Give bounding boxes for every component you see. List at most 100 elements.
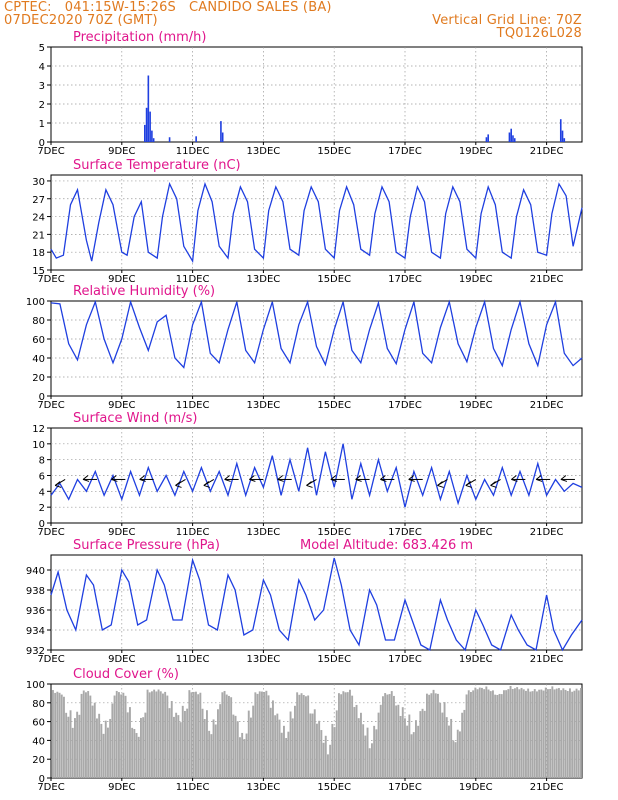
rh-ytick-label: 80 [32, 316, 45, 327]
cloud-bar [197, 694, 200, 778]
cloud-bar [426, 693, 428, 778]
wind-arrow-head [355, 475, 362, 482]
cloud-bar [553, 689, 556, 778]
cloud-bar [399, 715, 402, 778]
cloud-bar [133, 729, 136, 778]
cloud-bar [82, 690, 85, 778]
cloud-bar [342, 691, 345, 778]
precip-bar [563, 138, 566, 142]
cloud-bar [560, 690, 563, 778]
cloud-bar [395, 705, 398, 778]
cloud-bar [190, 692, 193, 778]
cloud-bar [228, 695, 230, 778]
rh-xtick-label: 9DEC [108, 400, 135, 411]
precip-bar [510, 128, 512, 142]
cloud-title: Cloud Cover (%) [73, 667, 179, 682]
pres-note: Model Altitude: 683.426 m [300, 538, 473, 553]
cloud-bar [558, 688, 560, 778]
wind-arrow-head [249, 475, 256, 482]
cloud-bar [340, 694, 343, 778]
pres-ytick-label: 940 [26, 566, 45, 577]
cloud-bar [415, 720, 417, 778]
cloud-bar [203, 719, 206, 778]
temp-line [50, 181, 583, 264]
cloud-bar [52, 690, 54, 778]
cloud-bar [148, 692, 151, 778]
wind-arrow-head [465, 481, 472, 488]
precip-bar [144, 124, 146, 142]
precip-bar [559, 119, 562, 142]
cloud-bar [529, 691, 532, 778]
cloud-bar [267, 695, 270, 778]
cloud-bar [472, 690, 475, 778]
cloud-bar [261, 691, 263, 778]
cloud-bar [122, 692, 125, 778]
cloud-bar [63, 696, 65, 778]
cloud-bar [463, 709, 466, 778]
cloud-bar [157, 689, 160, 778]
cloud-bar [500, 694, 503, 778]
cloud-bar [245, 733, 248, 778]
wind-arrow-head [82, 475, 90, 482]
cloud-bar [320, 730, 323, 778]
cloud-bar [441, 712, 444, 778]
cloud-bar [489, 691, 492, 778]
cloud-bar [531, 691, 534, 778]
rh-ytick-label: 100 [26, 297, 45, 308]
cloud-bar [456, 729, 459, 778]
cloud-bar [351, 695, 354, 778]
rh-xtick-label: 17DEC [388, 400, 422, 411]
cloud-bar [283, 725, 285, 778]
cloud-bar [386, 694, 389, 778]
cloud-bar [474, 687, 477, 778]
precip-bar [145, 107, 148, 142]
cloud-bar [496, 695, 499, 778]
cloud-bar [481, 687, 483, 778]
cloud-bar [338, 693, 340, 778]
cloud-bar [298, 694, 301, 778]
cloud-bar [100, 723, 103, 778]
pres-ytick-label: 938 [26, 586, 45, 597]
cloud-bar [159, 691, 162, 778]
cloud-ytick-label: 80 [32, 699, 45, 710]
cloud-bar [252, 705, 255, 778]
temp-xtick-label: 9DEC [108, 274, 135, 285]
cloud-bar [89, 695, 92, 778]
precip-xtick-label: 11DEC [176, 146, 210, 157]
cloud-bar [324, 735, 327, 778]
cloud-bar [393, 695, 395, 778]
cloud-bar [175, 712, 178, 778]
precip-ytick-label: 3 [39, 81, 45, 92]
cloud-ytick-label: 20 [32, 755, 45, 766]
temp-xtick-label: 13DEC [247, 274, 281, 285]
wind-xtick-label: 13DEC [247, 527, 281, 538]
cloud-bar [547, 689, 549, 778]
cloud-bar [382, 696, 384, 778]
cloud-bar [577, 690, 580, 778]
precip-frame [50, 46, 583, 143]
precip-ytick-label: 5 [39, 43, 45, 54]
cloud-ytick-label: 60 [32, 718, 45, 729]
pres-xtick-label: 19DEC [459, 654, 493, 665]
pres-xtick-label: 11DEC [176, 654, 210, 665]
precip-bar [147, 75, 150, 142]
temp-xtick-label: 19DEC [459, 274, 493, 285]
cloud-bar [146, 689, 149, 778]
cloud-bar [322, 742, 325, 778]
cloud-bar [223, 690, 226, 778]
cloud-bar [522, 689, 525, 778]
cloud-bar [208, 730, 211, 778]
cloud-bar [74, 718, 76, 778]
cloud-bar [115, 690, 118, 778]
cloud-bar [349, 689, 351, 778]
cloud-bar [483, 689, 486, 778]
cloud-bar [514, 688, 516, 778]
cloud-bar [333, 727, 336, 778]
cloud-bar [206, 710, 208, 778]
rh-xtick-label: 7DEC [37, 400, 64, 411]
cloud-bar [362, 724, 365, 778]
cloud-bar [571, 691, 574, 778]
cloud-bar [549, 688, 552, 778]
pres-xtick-label: 13DEC [247, 654, 281, 665]
